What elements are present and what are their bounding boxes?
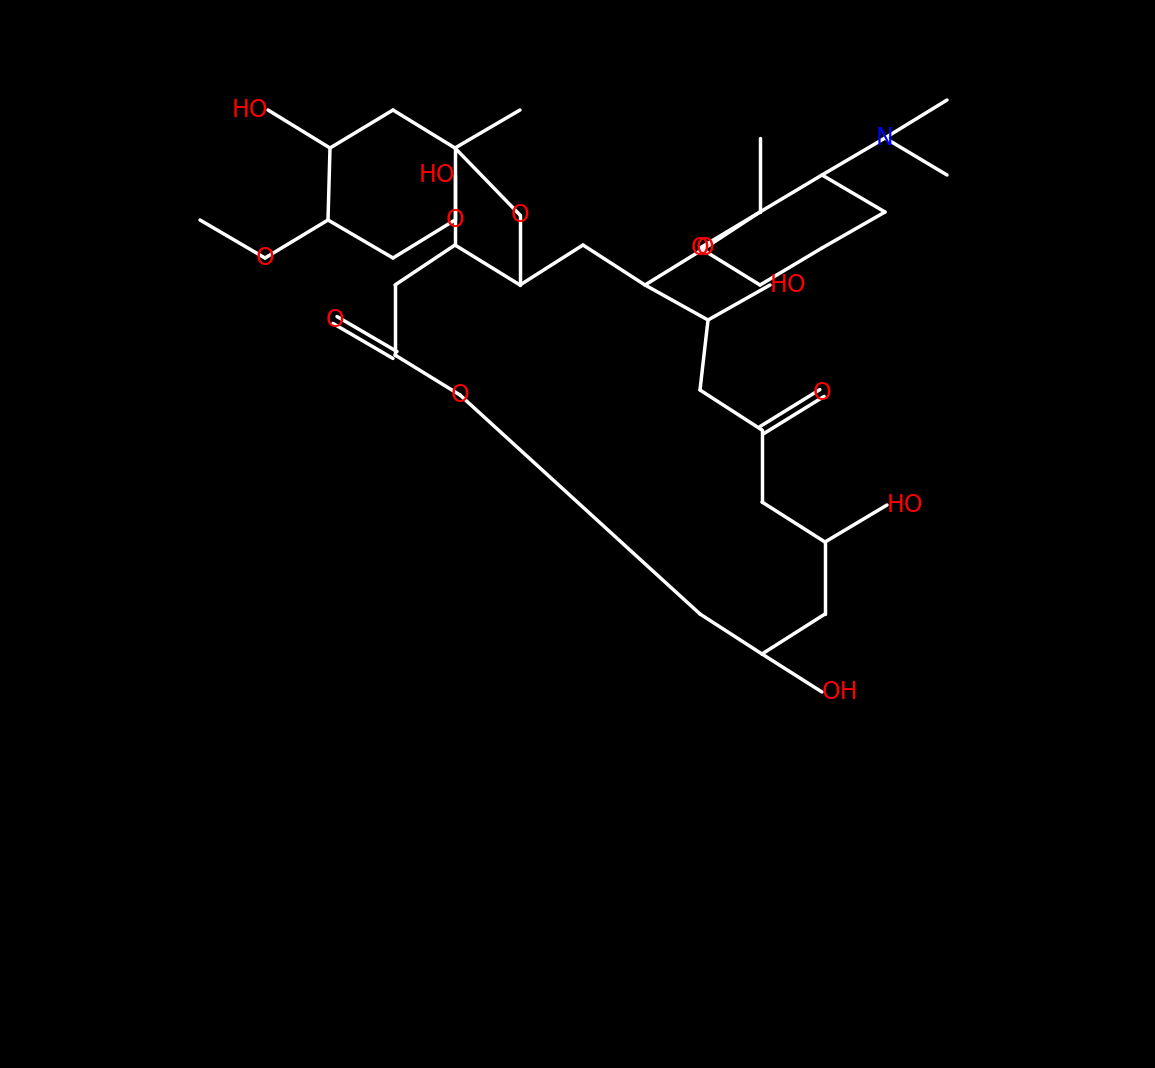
Text: O: O [255,246,275,270]
Text: O: O [446,208,464,232]
Text: HO: HO [770,273,806,297]
Text: O: O [511,203,529,227]
Text: O: O [691,236,709,260]
Text: HO: HO [418,163,455,187]
Text: O: O [813,381,832,405]
Text: O: O [450,383,469,407]
Text: HO: HO [231,98,268,122]
Text: O: O [695,236,715,260]
Text: HO: HO [887,493,924,517]
Text: N: N [877,126,894,150]
Text: OH: OH [822,680,858,704]
Text: O: O [326,308,344,332]
